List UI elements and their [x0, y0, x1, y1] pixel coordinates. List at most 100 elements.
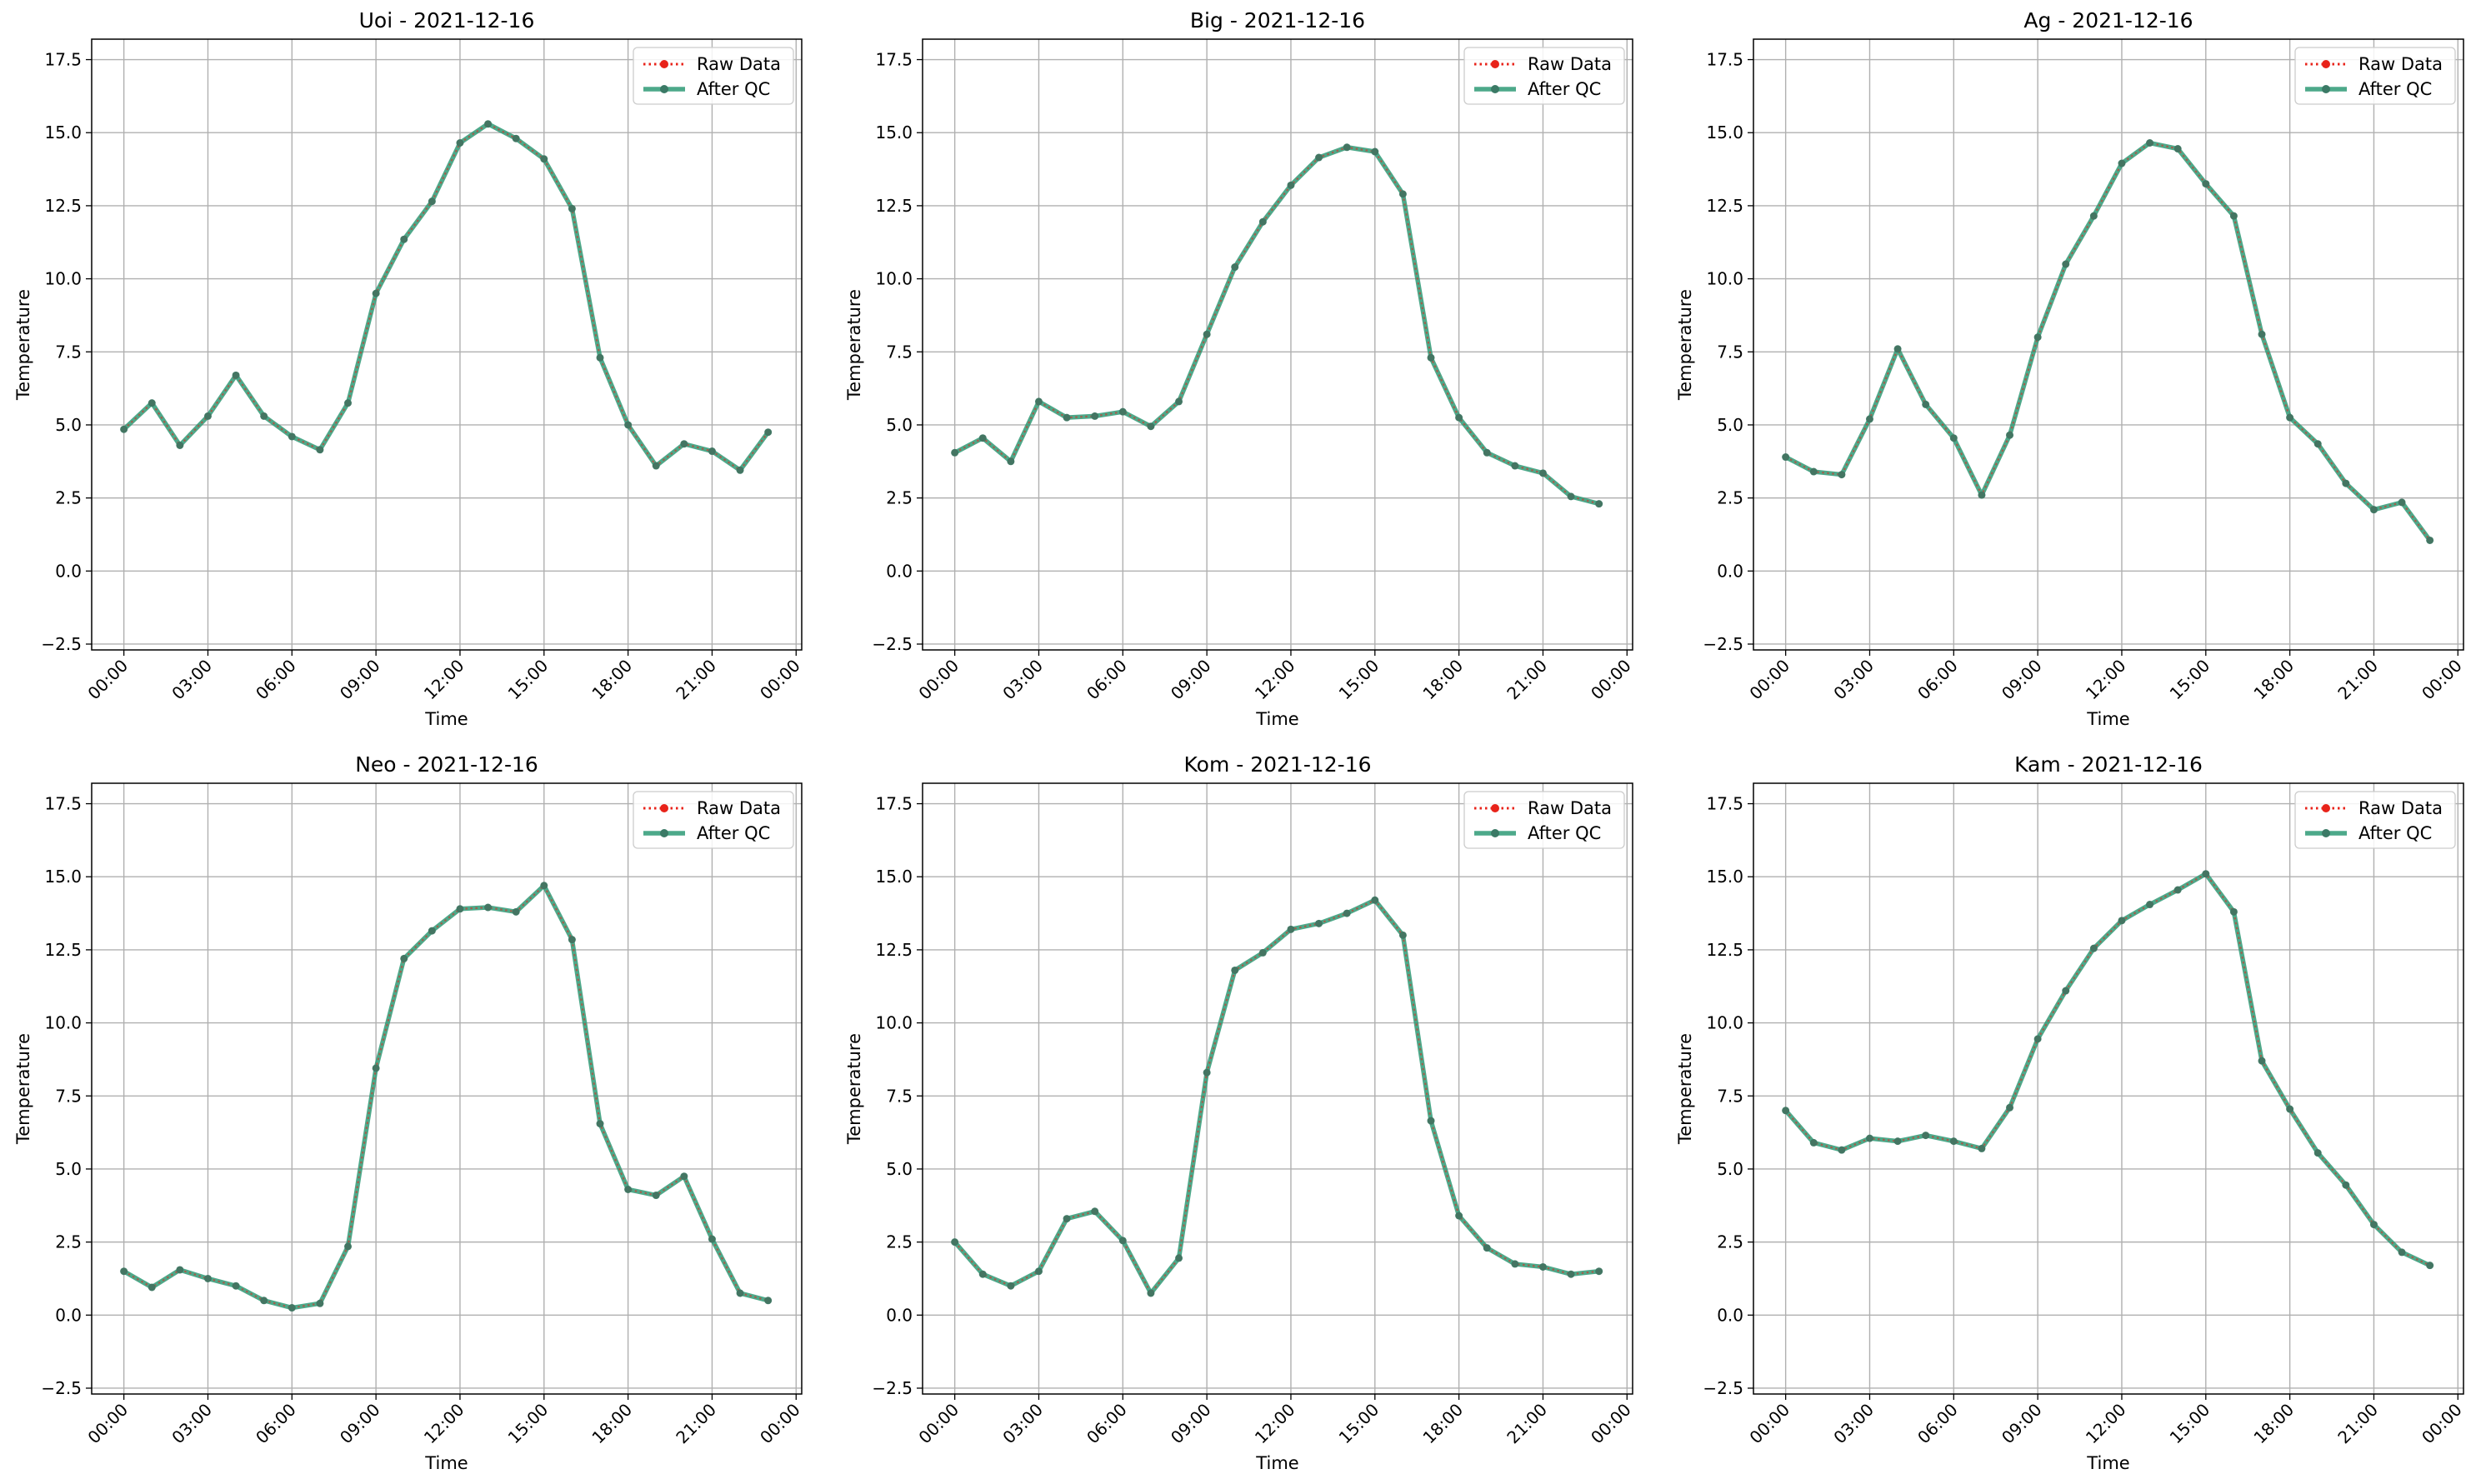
y-tick-label: 0.0 — [1717, 561, 1743, 581]
y-tick-label: −2.5 — [872, 634, 913, 654]
qc-data-point — [1175, 397, 1183, 406]
qc-data-point — [1567, 1270, 1575, 1278]
x-tick-label: 21:00 — [2333, 656, 2382, 704]
y-tick-label: 17.5 — [1706, 794, 1743, 814]
qc-data-point — [288, 432, 296, 441]
y-tick-label: 5.0 — [886, 1159, 913, 1179]
x-tick-label: 06:00 — [1913, 1400, 1962, 1448]
x-tick-label: 18:00 — [1418, 656, 1467, 704]
y-tick-label: 17.5 — [875, 50, 913, 70]
x-tick-label: 15:00 — [1335, 1400, 1383, 1448]
qc-data-point — [1455, 1212, 1463, 1220]
qc-data-point — [624, 421, 633, 429]
axes-frame — [1753, 782, 2464, 1395]
x-tick-label: 00:00 — [2418, 1400, 2466, 1448]
qc-data-point — [2286, 413, 2294, 422]
y-tick-label: 7.5 — [886, 342, 913, 362]
qc-data-point — [288, 1304, 296, 1312]
qc-data-point — [1595, 1267, 1603, 1276]
y-tick-label: 0.0 — [1717, 1305, 1743, 1325]
y-tick-label: 5.0 — [886, 415, 913, 435]
subplot-title: Kam - 2021-12-16 — [2014, 752, 2203, 777]
qc-data-point — [1203, 1068, 1211, 1077]
qc-data-point — [1782, 453, 1790, 462]
legend: Raw Data After QC — [633, 47, 794, 105]
y-tick-label: −2.5 — [41, 634, 82, 654]
y-tick-label: 12.5 — [44, 940, 82, 960]
qc-data-point — [1398, 931, 1407, 939]
x-tick-label: 15:00 — [2166, 656, 2214, 704]
qc-data-point — [203, 412, 212, 420]
series-line-raw-data — [123, 122, 769, 472]
subplot-4: 00:00 03:00 06:00 09:00 12:00 15:00 18:00 21:00… — [13, 752, 804, 1473]
qc-data-point — [1034, 1267, 1043, 1276]
subplot-title: Uoi - 2021-12-16 — [359, 8, 535, 32]
series-line-raw-data — [1785, 142, 2431, 542]
qc-data-point — [2426, 1262, 2434, 1270]
y-tick-label: 2.5 — [886, 488, 913, 508]
qc-data-point — [596, 353, 604, 362]
qc-data-point — [316, 446, 324, 454]
qc-data-point — [1538, 469, 1547, 477]
qc-data-point — [484, 120, 493, 128]
x-tick-label: 00:00 — [83, 656, 132, 704]
qc-data-point — [2033, 333, 2042, 342]
x-axis-label: Time — [1255, 1453, 1298, 1473]
qc-data-point — [1287, 181, 1295, 189]
subplot-6: 00:00 03:00 06:00 09:00 12:00 15:00 18:00 21:00… — [1675, 752, 2466, 1473]
y-axis-label: Temperature — [13, 1033, 33, 1145]
y-tick-label: 2.5 — [55, 488, 82, 508]
y-axis-label: Temperature — [1675, 289, 1695, 401]
qc-data-point — [2118, 159, 2126, 167]
qc-data-point — [1398, 190, 1407, 198]
y-tick-label: 0.0 — [886, 1305, 913, 1325]
qc-data-point — [1091, 1207, 1099, 1216]
qc-data-point — [484, 903, 493, 912]
legend-marker-raw — [2322, 60, 2330, 68]
qc-data-point — [2202, 180, 2210, 188]
qc-data-point — [736, 1289, 744, 1297]
qc-data-point — [1893, 345, 1902, 353]
legend-label-qc: After QC — [1528, 79, 1601, 99]
y-tick-label: −2.5 — [41, 1378, 82, 1398]
qc-data-point — [148, 399, 156, 407]
x-tick-label: 00:00 — [1587, 1400, 1635, 1448]
y-tick-label: 5.0 — [55, 1159, 82, 1179]
qc-data-point — [2258, 1057, 2266, 1065]
x-tick-label: 00:00 — [1745, 1400, 1793, 1448]
legend-marker-qc — [2322, 829, 2330, 837]
y-tick-label: 7.5 — [1717, 342, 1743, 362]
x-tick-label: 15:00 — [1335, 656, 1383, 704]
x-tick-label: 12:00 — [420, 656, 468, 704]
qc-data-point — [316, 1299, 324, 1307]
x-axis-label: Time — [424, 1453, 468, 1473]
x-tick-label: 03:00 — [168, 1400, 216, 1448]
y-tick-label: 15.0 — [44, 867, 82, 887]
qc-data-point — [1091, 412, 1099, 420]
subplot-2: 00:00 03:00 06:00 09:00 12:00 15:00 18:00 21:00… — [844, 8, 1635, 729]
plot-area — [1753, 783, 2463, 1394]
qc-data-point — [1949, 434, 1958, 442]
qc-data-point — [1865, 415, 1873, 423]
qc-data-point — [2229, 907, 2238, 916]
y-tick-label: 10.0 — [44, 269, 82, 289]
qc-data-point — [1258, 217, 1267, 226]
qc-data-point — [2258, 330, 2266, 338]
y-tick-label: 12.5 — [44, 196, 82, 216]
qc-data-point — [2426, 536, 2434, 544]
axes-frame — [91, 782, 803, 1395]
legend-marker-qc — [1491, 85, 1499, 93]
x-tick-label: 12:00 — [420, 1400, 468, 1448]
qc-data-point — [1978, 491, 1986, 499]
y-tick-label: 2.5 — [1717, 1232, 1743, 1252]
qc-data-point — [2173, 145, 2182, 153]
legend: Raw Data After QC — [1463, 47, 1625, 105]
x-tick-label: 09:00 — [1998, 656, 2046, 704]
x-tick-label: 12:00 — [1251, 1400, 1299, 1448]
qc-data-point — [978, 1270, 987, 1278]
y-tick-label: 7.5 — [1717, 1086, 1743, 1106]
qc-data-point — [1231, 966, 1239, 974]
legend-label-qc: After QC — [697, 823, 770, 843]
axes-frame — [922, 38, 1633, 651]
